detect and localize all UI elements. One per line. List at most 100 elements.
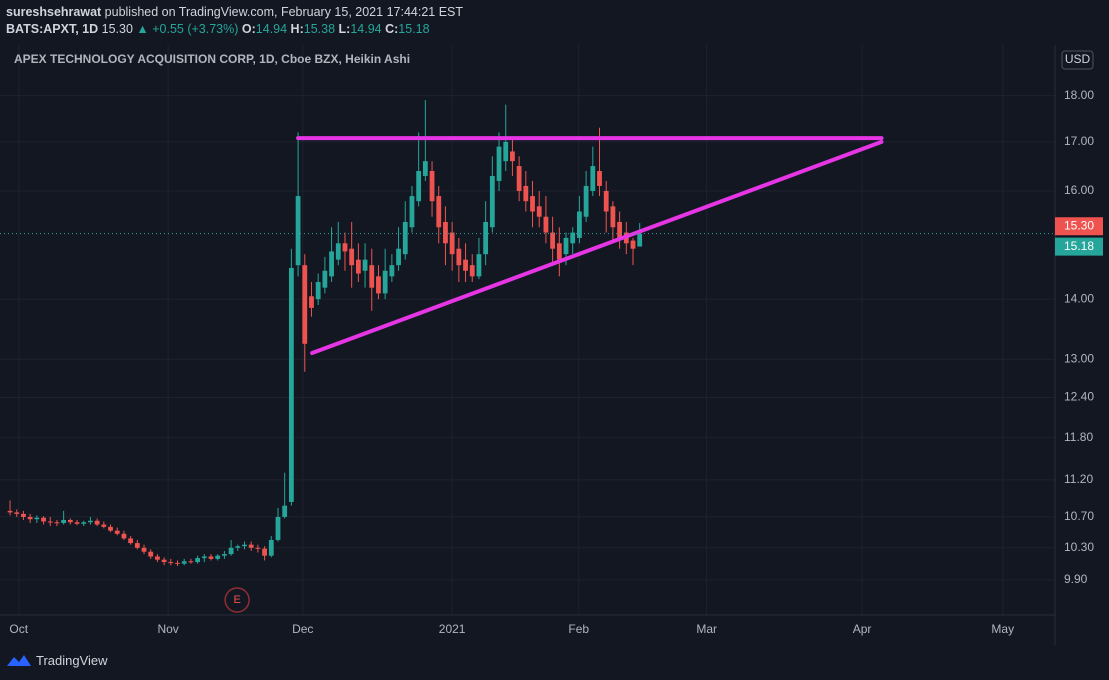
low-label: L: — [338, 22, 351, 36]
candle-body — [483, 221, 489, 255]
last-price: 15.30 — [101, 22, 133, 36]
symbol: BATS:APXT, 1D — [6, 22, 99, 36]
close-value: 15.18 — [398, 22, 430, 36]
candle-body — [61, 519, 67, 524]
footer: TradingView — [6, 652, 108, 668]
candle-body — [496, 146, 502, 181]
candle-body — [329, 251, 334, 277]
candle-body — [161, 559, 167, 563]
candle-body — [275, 516, 281, 540]
y-tick-label: 10.70 — [1064, 509, 1094, 523]
close-price-label: 15.18 — [1064, 239, 1094, 253]
candle-body — [402, 221, 408, 255]
x-tick-label: Dec — [292, 622, 313, 636]
event-label: E — [233, 594, 240, 606]
candle-body — [21, 513, 26, 517]
publish-line: sureshsehrawat published on TradingView.… — [6, 4, 463, 21]
candle-body — [349, 248, 355, 266]
candle-body — [235, 546, 241, 548]
chart: APEX TECHNOLOGY ACQUISITION CORP, 1D, Cb… — [0, 45, 1103, 645]
candle-body — [409, 196, 415, 228]
candle-body — [335, 243, 341, 260]
x-tick-label: Nov — [157, 622, 178, 636]
y-tick-label: 12.40 — [1064, 390, 1094, 404]
publisher: sureshsehrawat — [6, 5, 102, 19]
candle-body — [255, 547, 261, 549]
candle-body — [282, 505, 288, 517]
candle-body — [443, 221, 448, 244]
candle-body — [516, 166, 522, 192]
candle-body — [610, 206, 616, 228]
candle-body — [128, 538, 134, 544]
candle-body — [201, 556, 207, 559]
high-value: 15.38 — [303, 22, 336, 36]
candle-body — [108, 526, 113, 531]
candle-body — [228, 547, 234, 555]
y-tick-label: 10.30 — [1064, 540, 1094, 554]
candle-body — [208, 556, 214, 559]
candle-body — [489, 175, 495, 228]
y-tick-label: 11.80 — [1064, 430, 1093, 444]
candle-body — [389, 265, 395, 277]
x-tick-label: Oct — [9, 622, 28, 636]
candle-body — [369, 265, 375, 288]
y-tick-label: 18.00 — [1064, 88, 1094, 102]
candle-body — [181, 561, 187, 564]
candle-body — [175, 562, 180, 564]
candle-body — [309, 296, 314, 308]
candle-body — [617, 221, 623, 238]
close-label: C: — [385, 22, 399, 36]
candle-body — [396, 248, 401, 266]
candle-body — [121, 533, 127, 539]
candle-body — [215, 555, 221, 559]
candle-body — [429, 171, 435, 202]
candle-body — [510, 151, 515, 162]
candle-body — [382, 270, 388, 294]
candle-body — [469, 265, 475, 277]
y-tick-label: 14.00 — [1064, 291, 1094, 305]
candle-body — [41, 517, 46, 522]
y-tick-label: 17.00 — [1064, 134, 1094, 148]
candle-body — [476, 254, 482, 277]
candle-body — [188, 561, 194, 563]
y-tick-label: 16.00 — [1064, 183, 1094, 197]
candle-body — [67, 519, 73, 523]
candle-body — [577, 211, 582, 238]
candle-body — [463, 259, 468, 271]
candle-body — [27, 516, 33, 520]
candle-body — [295, 196, 301, 266]
change: ▲ +0.55 (+3.73%) — [136, 22, 239, 36]
candle-body — [530, 196, 535, 212]
candle-body — [81, 522, 87, 524]
candle-body — [597, 171, 602, 186]
candle-body — [14, 512, 20, 514]
candle-body — [630, 240, 636, 249]
candle-body — [148, 551, 154, 557]
candle-body — [262, 548, 267, 556]
candle-body — [101, 524, 107, 527]
brand-logo — [7, 655, 31, 666]
candle-body — [355, 259, 361, 274]
candle-body — [603, 191, 609, 212]
candle-body — [221, 554, 227, 556]
candle-body — [322, 270, 328, 288]
open-label: O: — [241, 22, 256, 36]
close-price-box — [1055, 237, 1103, 256]
candle-body — [637, 233, 643, 247]
trend-line — [310, 139, 884, 355]
candle-body — [416, 171, 422, 202]
low-value: 14.94 — [350, 22, 382, 36]
candle-body — [74, 522, 80, 524]
last-price-box — [1055, 217, 1103, 236]
candle-body — [94, 520, 100, 525]
last-price-label: 15.30 — [1064, 218, 1094, 232]
candle-body — [449, 232, 455, 255]
candle-body — [536, 206, 542, 217]
candle-body — [155, 556, 160, 560]
candle-body — [422, 161, 428, 176]
event-marker — [224, 587, 250, 613]
candle-body — [168, 562, 174, 564]
currency-box — [1061, 50, 1094, 70]
candle-body — [523, 185, 529, 202]
candle-body — [342, 243, 348, 252]
